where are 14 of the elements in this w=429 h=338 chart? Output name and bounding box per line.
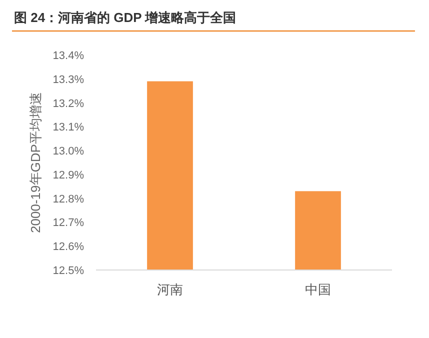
- x-tick-label: 河南: [157, 282, 183, 297]
- y-tick-label: 12.7%: [52, 217, 84, 230]
- y-tick-label: 13.2%: [52, 98, 84, 110]
- y-tick-label: 13.0%: [52, 146, 84, 158]
- y-tick-label: 13.3%: [52, 74, 84, 86]
- y-tick-label: 12.5%: [52, 265, 84, 277]
- y-tick-label: 13.1%: [52, 122, 84, 134]
- y-tick-label: 12.6%: [52, 241, 84, 254]
- y-tick-label: 13.4%: [52, 50, 84, 62]
- y-tick-label: 12.9%: [52, 169, 84, 182]
- chart-title: 图 24：河南省的 GDP 增速略高于全国: [14, 10, 236, 25]
- x-tick-label: 中国: [305, 282, 331, 297]
- y-axis-title: 2000-19年GDP平均增速: [28, 92, 43, 233]
- y-tick-label: 12.8%: [52, 193, 84, 206]
